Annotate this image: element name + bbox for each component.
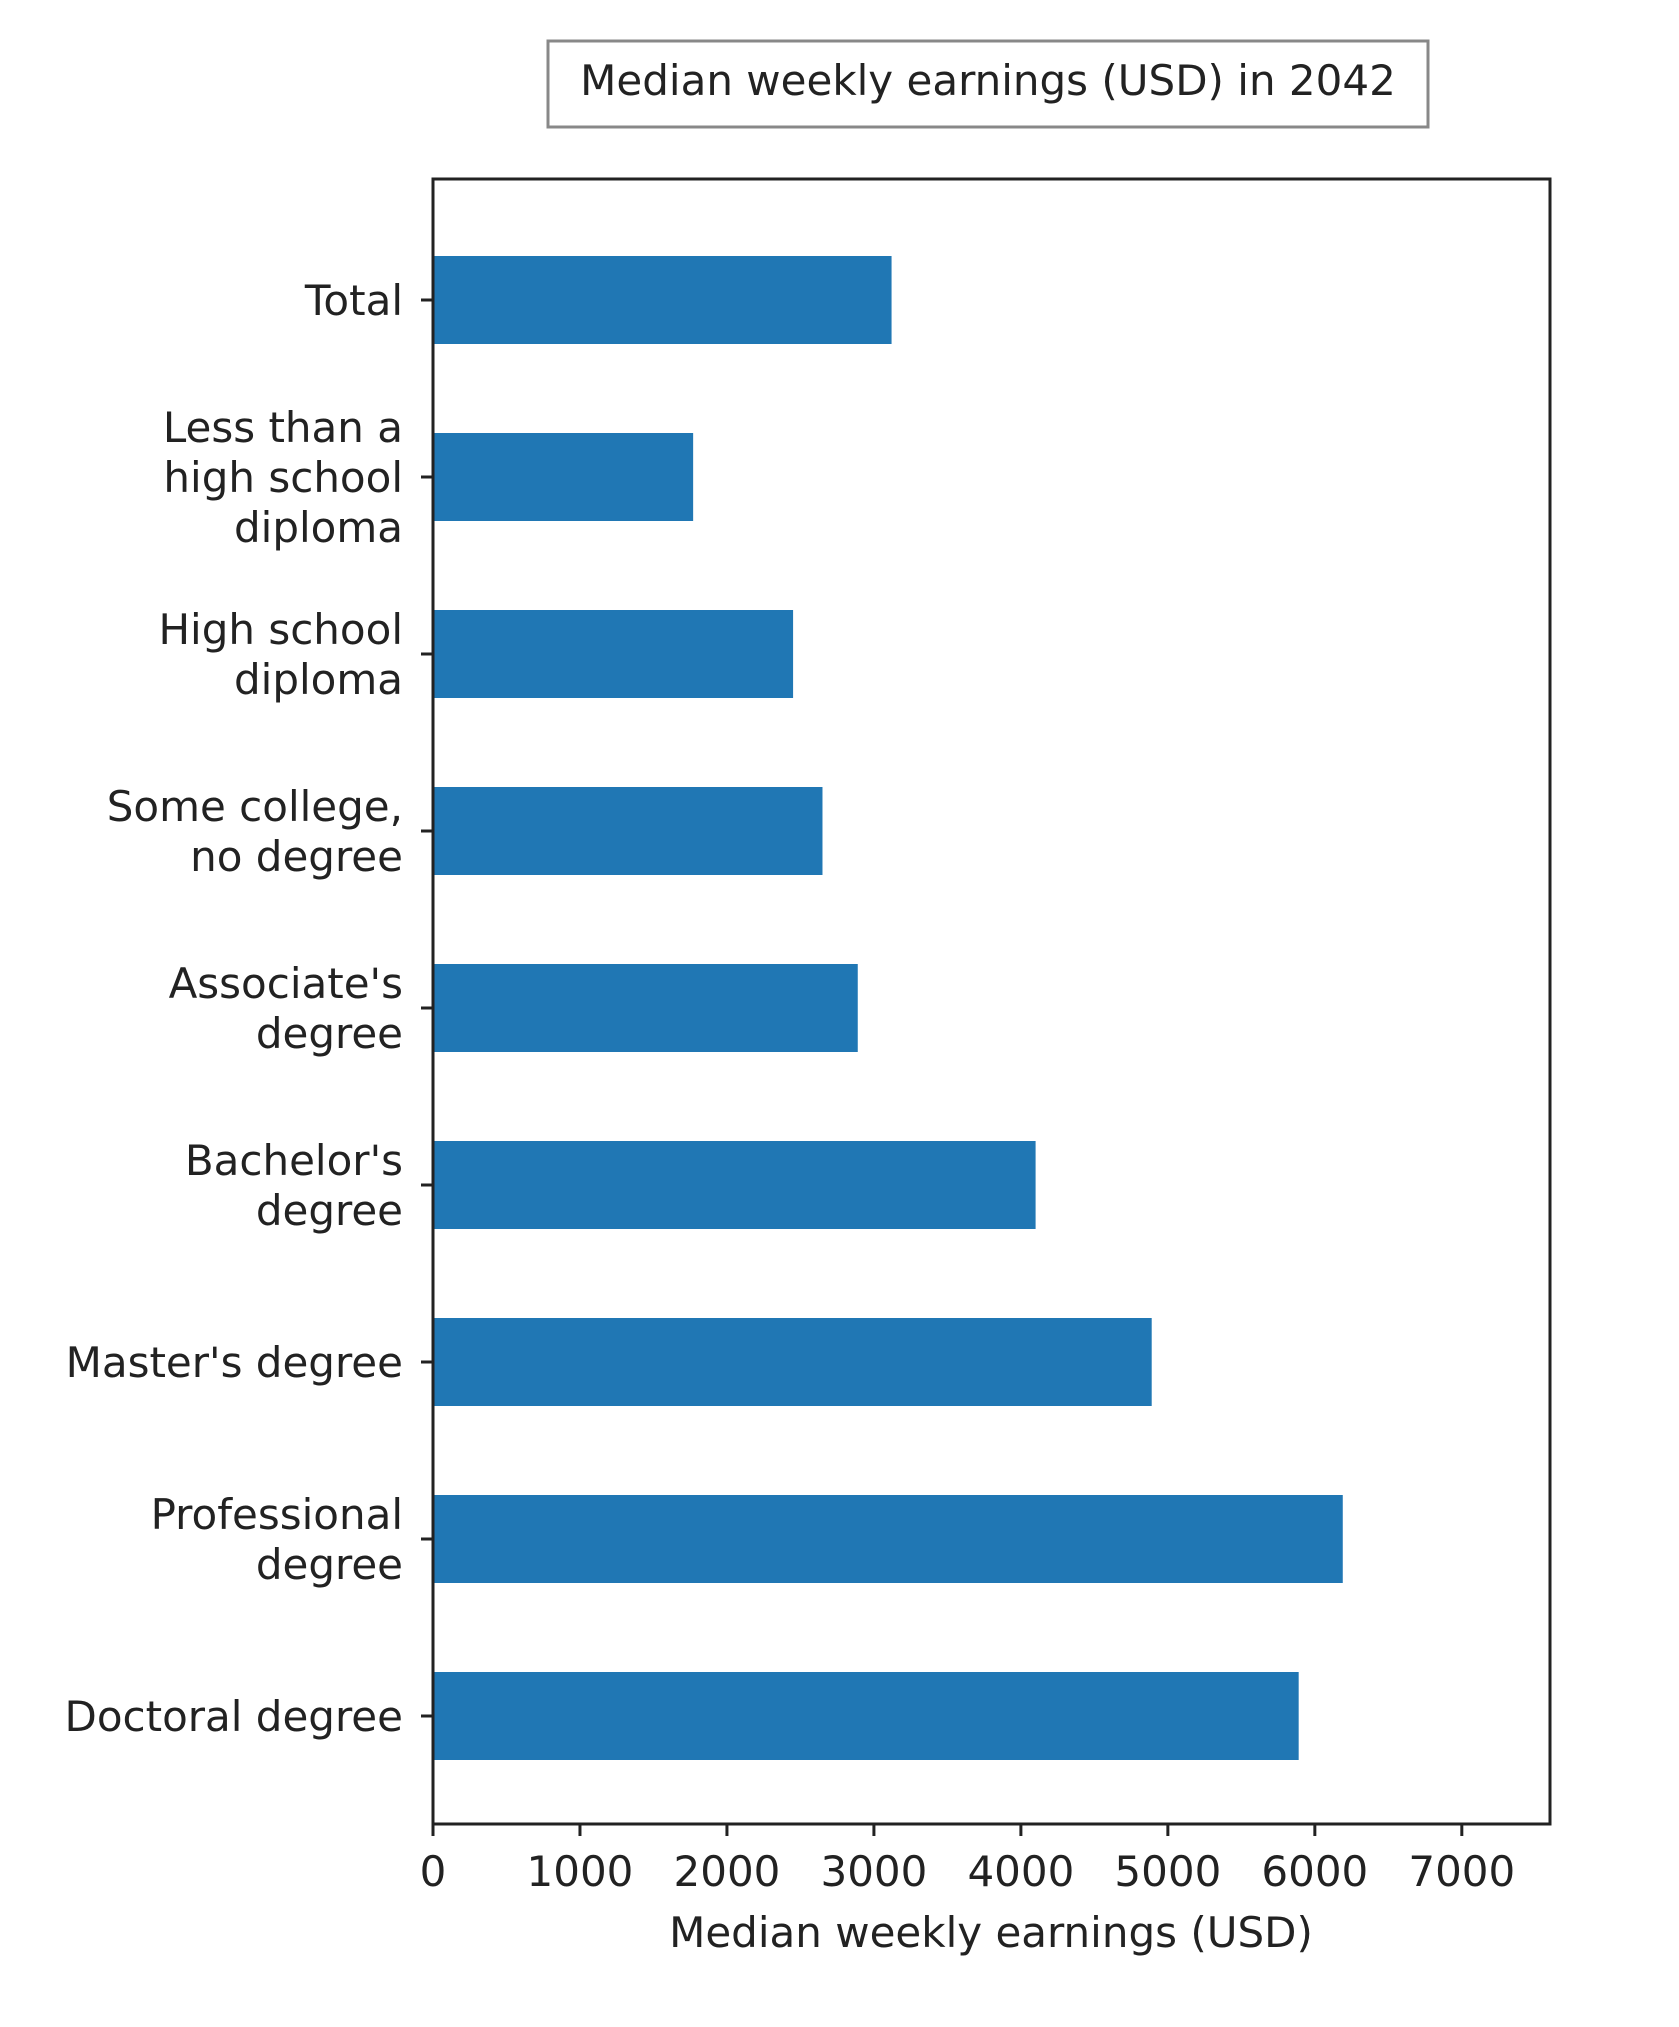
y-tick-label-line: Bachelor's (185, 1136, 403, 1185)
x-tick-label-7000: 7000 (1408, 1847, 1515, 1896)
y-tick-label-line: no degree (190, 832, 403, 881)
y-tick-label-doctoral-degree: Doctoral degree (64, 1692, 403, 1741)
y-tick-label-less-than-a-high-school-diploma: Less than a high school diploma (163, 403, 403, 552)
y-tick-label-line: diploma (234, 655, 403, 704)
y-tick-label-line: Total (304, 276, 403, 325)
bar-professional-degree (433, 1495, 1343, 1583)
y-tick-label-line: high school (163, 453, 403, 502)
y-tick-label-line: degree (256, 1009, 403, 1058)
y-ticks-group (421, 298, 433, 1718)
bar-less-than-a-high-school-diploma (433, 433, 694, 521)
y-tick-label-line: High school (158, 605, 403, 654)
y-tick-label-line: degree (256, 1186, 403, 1235)
bar-some-college-no-degree (433, 787, 823, 875)
y-tick-label-some-college-no-degree: Some college, no degree (107, 782, 403, 881)
chart-title: Median weekly earnings (USD) in 2042 (580, 56, 1396, 105)
bar-master-s-degree (433, 1318, 1152, 1406)
plot-area-frame (431, 177, 1552, 1826)
bars-group (433, 256, 1343, 1760)
y-tick-label-line: degree (256, 1540, 403, 1589)
y-tick-label-associate-s-degree: Associate's degree (169, 959, 403, 1058)
x-tick-label-2000: 2000 (674, 1847, 781, 1896)
y-tick-label-line: Associate's (169, 959, 403, 1008)
x-tick-label-4000: 4000 (967, 1847, 1074, 1896)
x-tick-label-1000: 1000 (527, 1847, 634, 1896)
y-tick-label-line: Some college, (107, 782, 403, 831)
x-tick-label-3000: 3000 (820, 1847, 927, 1896)
y-tick-label-bachelor-s-degree: Bachelor's degree (185, 1136, 403, 1235)
x-axis-label: Median weekly earnings (USD) (669, 1908, 1313, 1957)
bar-bachelor-s-degree (433, 1141, 1036, 1229)
bar-high-school-diploma (433, 610, 794, 698)
bar-total (433, 256, 892, 344)
y-tick-label-master-s-degree: Master's degree (66, 1338, 403, 1387)
chart-title-box (546, 39, 1430, 129)
y-tick-label-line: Doctoral degree (64, 1692, 403, 1741)
x-tick-label-0: 0 (420, 1847, 447, 1896)
x-ticks-group: 0 1000 2000 3000 4000 5000 6000 7000 (420, 1824, 1515, 1896)
y-tick-label-line: diploma (234, 503, 403, 552)
y-tick-label-line: Professional (151, 1490, 403, 1539)
bar-doctoral-degree (433, 1672, 1299, 1760)
y-tick-label-high-school-diploma: High school diploma (158, 605, 403, 704)
bar-associate-s-degree (433, 964, 858, 1052)
y-tick-label-total: Total (304, 276, 403, 325)
y-tick-label-professional-degree: Professional degree (151, 1490, 403, 1589)
y-tick-label-line: Less than a (163, 403, 403, 452)
chart-title-group: Median weekly earnings (USD) in 2042 (546, 39, 1430, 129)
x-tick-label-5000: 5000 (1114, 1847, 1221, 1896)
x-tick-label-6000: 6000 (1261, 1847, 1368, 1896)
y-tick-label-line: Master's degree (66, 1338, 403, 1387)
